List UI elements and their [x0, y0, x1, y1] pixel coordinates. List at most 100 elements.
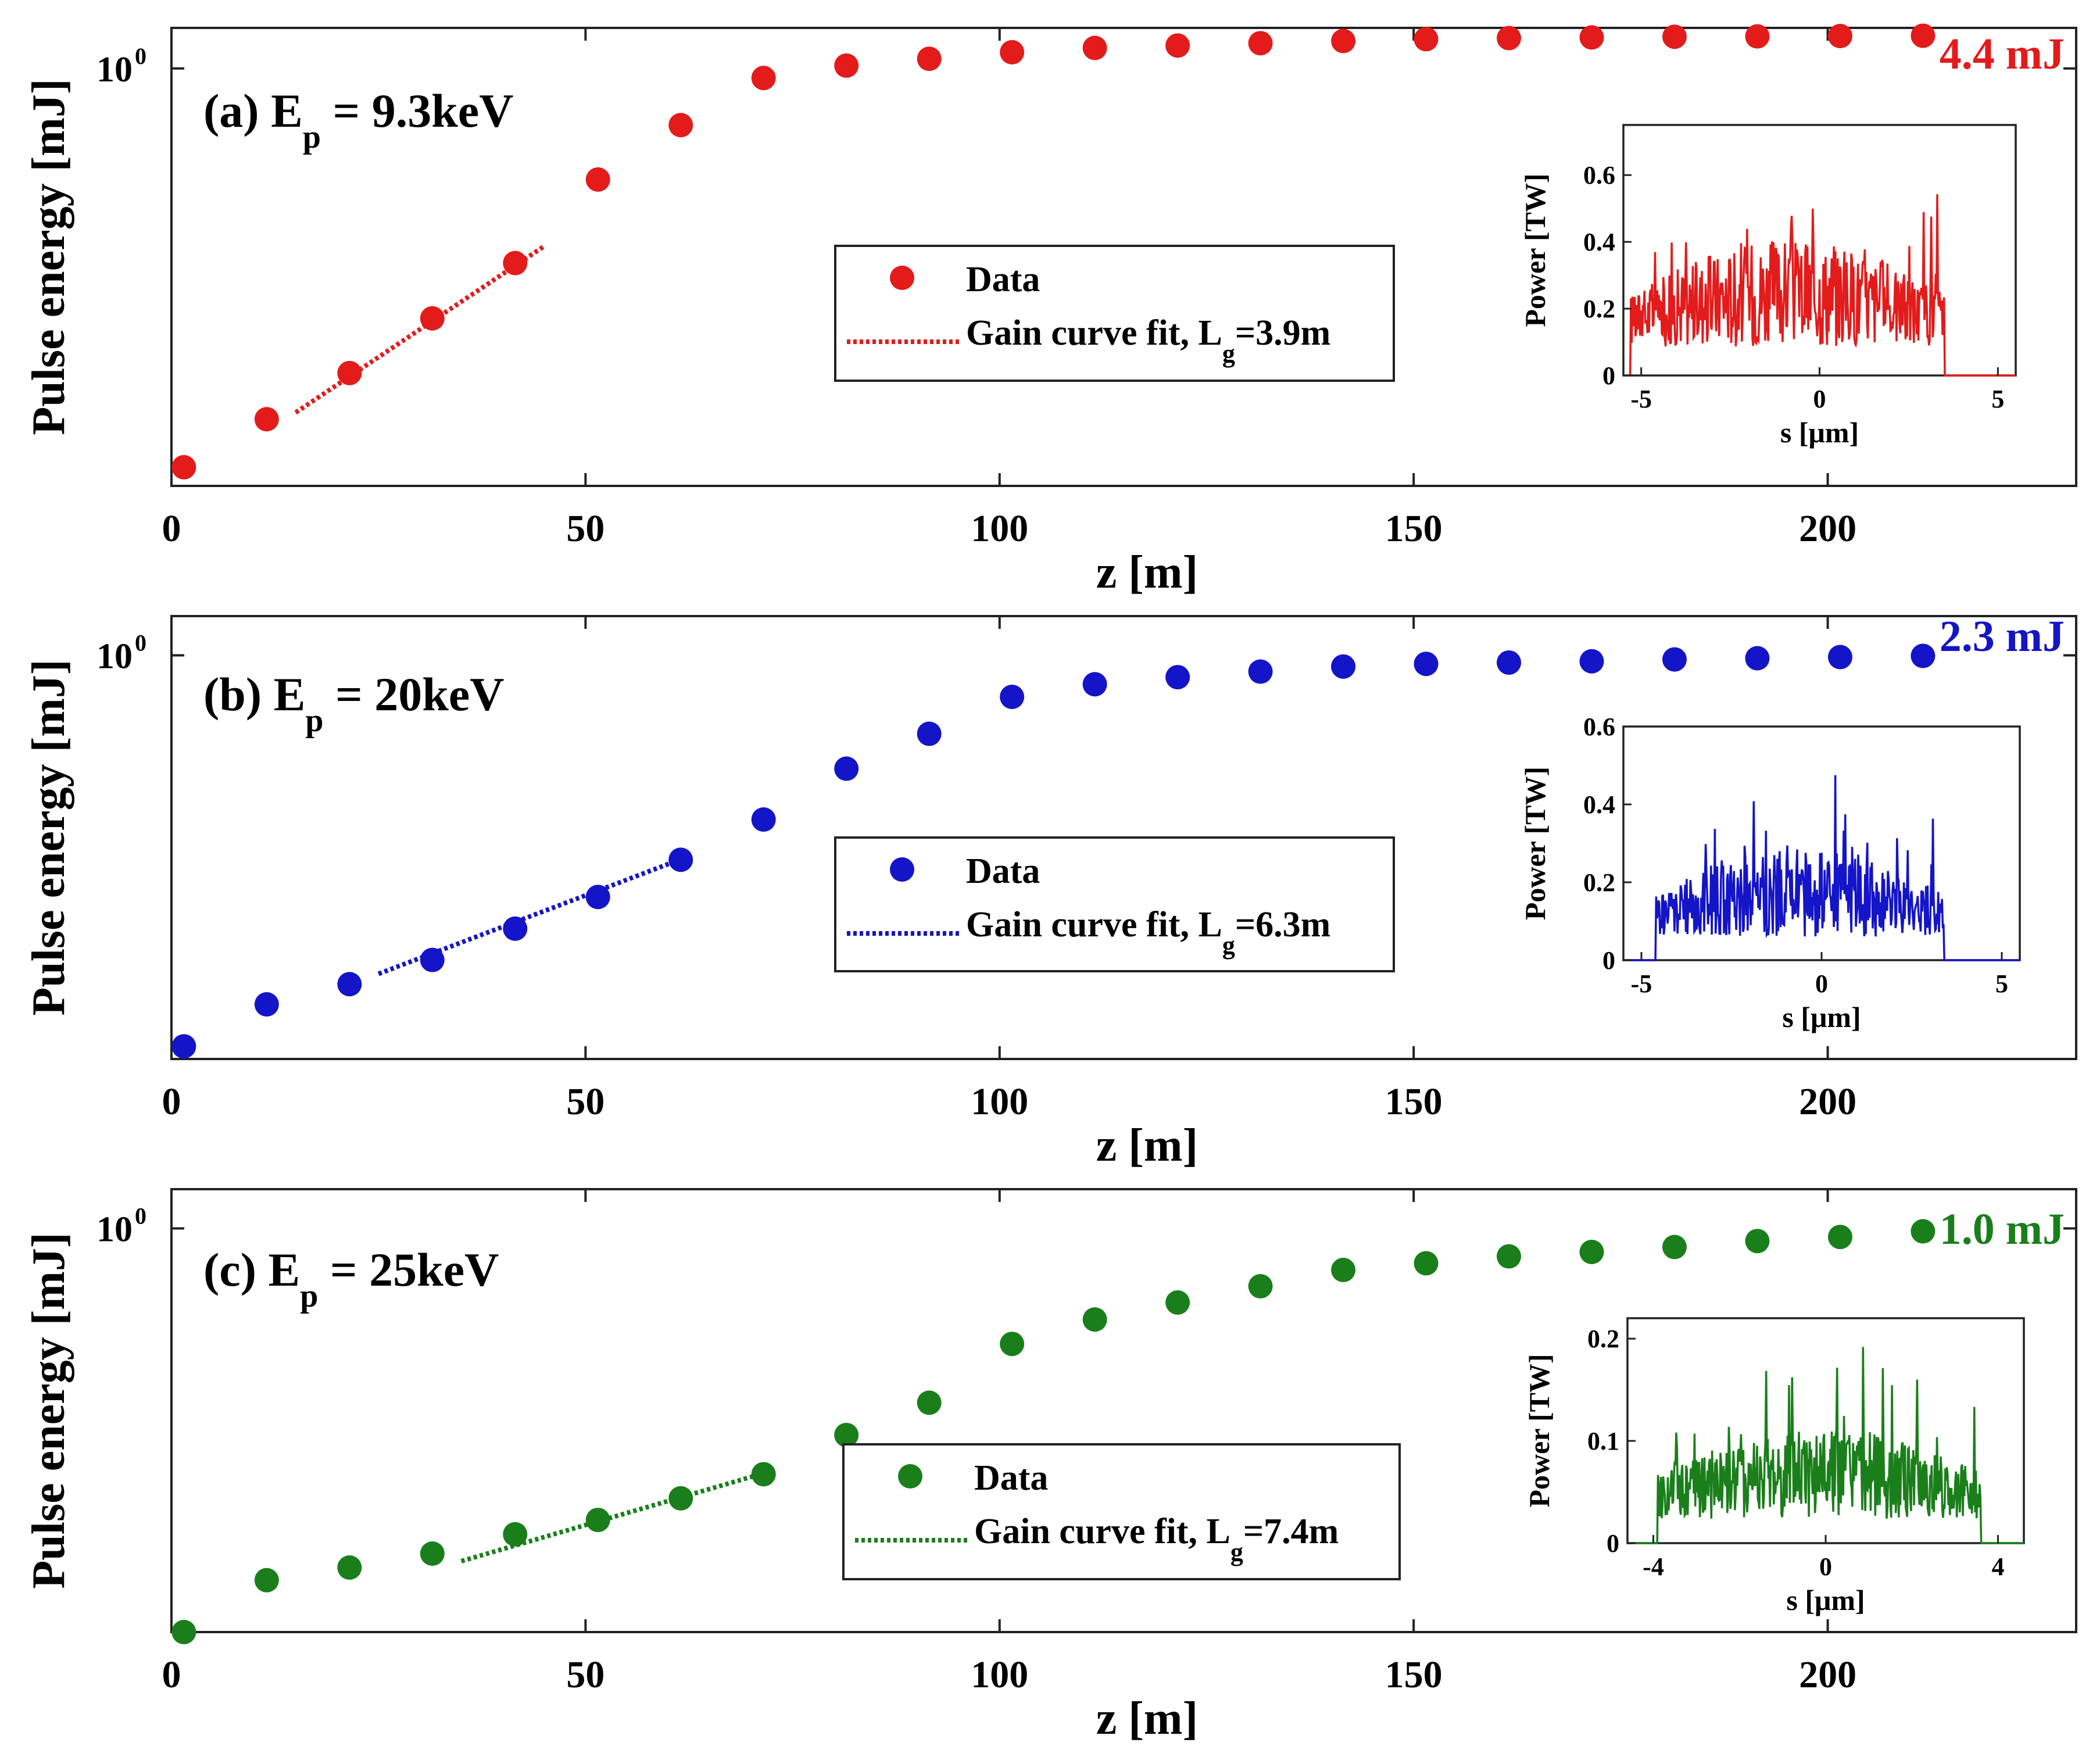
panel-title: (a) Ep = 9.3keV [203, 84, 513, 155]
panel-title: (b) Ep = 20keV [203, 668, 505, 739]
data-point [834, 1422, 859, 1447]
data-point [1497, 26, 1522, 51]
data-point [254, 992, 279, 1017]
x-tick-label: 50 [566, 1080, 604, 1123]
legend-label-fit: Gain curve fit, Lg=6.3m [966, 905, 1330, 960]
x-tick-label: 200 [1799, 507, 1856, 550]
data-point [917, 46, 942, 71]
legend-label-data: Data [974, 1458, 1048, 1498]
inset-y-label: Power [TW] [1519, 767, 1551, 920]
data-point [751, 1462, 776, 1487]
legend [842, 1443, 1401, 1580]
data-point [1331, 654, 1356, 679]
inset-b: -5 0 5 0 0.2 0.4 0.6 s [μm] Power [TW] [1519, 713, 2021, 1033]
data-point [1911, 643, 1936, 668]
data-point [751, 807, 776, 832]
data-point [503, 916, 528, 941]
data-point [171, 1620, 196, 1644]
data-point [668, 1486, 693, 1511]
inset-a: -5 0 5 0 0.2 0.4 0.6 s [μm] Power [TW] [1519, 124, 2017, 449]
x-tick-label: 0 [162, 507, 181, 550]
y-tick-label: 10 [96, 637, 133, 677]
panel-title: (c) Ep = 25keV [203, 1243, 499, 1314]
x-axis-label: z [m] [1096, 547, 1198, 598]
y-axis-label: Pulse energy [mJ] [23, 78, 74, 435]
data-point [254, 1568, 279, 1593]
data-point [917, 1390, 942, 1415]
inset-x-tick-label: -4 [1643, 1552, 1664, 1581]
inset-y-tick-label: 0 [1602, 362, 1615, 390]
data-point [1911, 23, 1936, 48]
x-tick-label: 100 [971, 507, 1028, 550]
data-point [1414, 27, 1439, 52]
data-point [1414, 1251, 1439, 1276]
inset-power-trace [1627, 1347, 2024, 1544]
x-tick-label: 50 [566, 507, 604, 550]
inset-x-tick-label: 5 [1995, 969, 2008, 998]
plot-frame [170, 1188, 2077, 1633]
legend-marker [890, 857, 914, 882]
data-point [1082, 35, 1107, 60]
data-point [1000, 40, 1025, 65]
data-point [585, 1508, 610, 1533]
data-point [171, 455, 196, 480]
inset-y-tick-label: 0.2 [1587, 1325, 1619, 1353]
data-point [1662, 1235, 1687, 1260]
data-point [420, 306, 445, 331]
inset-y-tick-label: 0.4 [1583, 228, 1615, 256]
legend-label-data: Data [966, 260, 1040, 299]
inset-y-tick-label: 0.2 [1583, 868, 1615, 897]
x-tick-label: 150 [1385, 507, 1443, 550]
y-axis-label: Pulse energy [mJ] [23, 1232, 74, 1588]
inset-y-label: Power [TW] [1523, 1354, 1555, 1507]
inset-y-tick-label: 0 [1607, 1529, 1619, 1558]
energy-note: 1.0 mJ [1940, 1205, 2065, 1254]
inset-x-label: s [μm] [1786, 1584, 1865, 1616]
data-point [1745, 1229, 1770, 1254]
inset-x-label: s [μm] [1780, 416, 1859, 449]
y-tick-exponent: 0 [135, 43, 146, 69]
inset-y-tick-label: 0 [1602, 946, 1615, 975]
inset-x-label: s [μm] [1782, 1001, 1861, 1033]
data-point [1165, 1290, 1190, 1315]
data-point [1000, 684, 1025, 709]
inset-power-trace [1623, 775, 2020, 961]
inset-x-tick-label: 0 [1815, 969, 1828, 998]
data-point [1165, 665, 1190, 690]
data-point [420, 947, 445, 972]
data-point [1579, 649, 1604, 674]
data-point [1165, 33, 1190, 58]
data-point [1827, 645, 1852, 670]
x-tick-label: 0 [162, 1080, 181, 1123]
legend-label-fit: Gain curve fit, Lg=3.9m [966, 313, 1330, 368]
inset-y-label: Power [TW] [1519, 173, 1551, 327]
data-point [1911, 1219, 1936, 1244]
gain-fit-line [294, 244, 546, 415]
data-point [1082, 672, 1107, 697]
data-point [1248, 659, 1273, 684]
data-point [337, 360, 362, 385]
legend-label-fit: Gain curve fit, Lg=7.4m [974, 1512, 1339, 1566]
energy-note: 2.3 mJ [1940, 612, 2065, 661]
data-point [1662, 24, 1687, 49]
x-tick-label: 150 [1385, 1654, 1443, 1696]
inset-c: -4 0 4 0 0.1 0.2 s [μm] Power [TW] [1523, 1317, 2025, 1616]
data-point [668, 847, 693, 872]
data-point [420, 1541, 445, 1566]
x-tick-label: 100 [971, 1080, 1028, 1123]
data-point [171, 1034, 196, 1059]
legend-marker [898, 1464, 922, 1489]
data-point [1497, 1244, 1522, 1269]
x-axis-label: z [m] [1096, 1120, 1198, 1171]
y-tick-label: 10 [96, 50, 133, 90]
data-point [503, 1522, 528, 1547]
inset-x-tick-label: 0 [1819, 1552, 1832, 1581]
data-point [1827, 24, 1852, 49]
data-point [751, 66, 776, 91]
inset-x-tick-label: -5 [1631, 969, 1652, 998]
data-point [834, 756, 859, 781]
data-point [585, 167, 610, 192]
